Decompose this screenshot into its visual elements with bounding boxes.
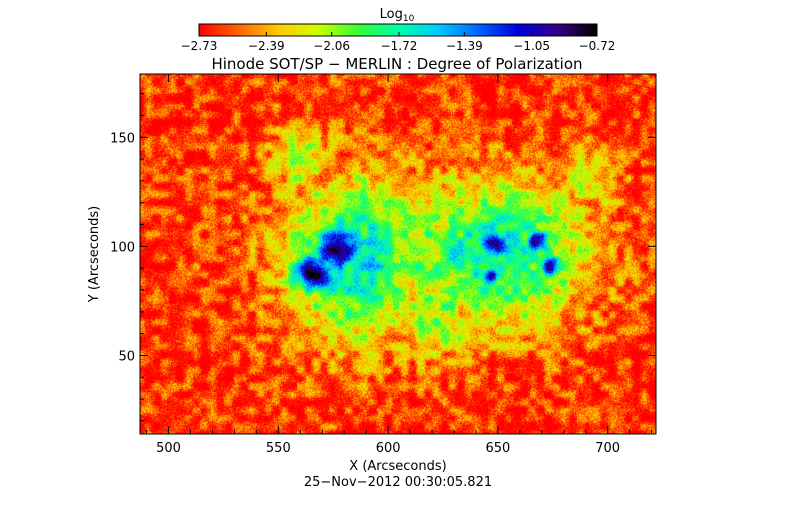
- colorbar-tick-label: −1.72: [381, 39, 418, 53]
- colorbar-ticks: −2.73 −2.39 −2.06 −1.72 −1.39 −1.05 −0.72: [181, 32, 616, 53]
- timestamp: 25−Nov−2012 00:30:05.821: [304, 475, 492, 490]
- colorbar-tick-label: −2.06: [313, 39, 350, 53]
- x-axis-ticks: 500 550 600 650 700: [146, 74, 653, 456]
- y-tick-label: 100: [110, 240, 135, 255]
- plot-area: 500 550 600 650 700 50 100 150: [110, 73, 657, 456]
- colorbar-tick-label: −1.39: [446, 39, 483, 53]
- x-tick-label: 550: [266, 441, 291, 456]
- colorbar-label: Log10: [380, 7, 415, 24]
- colorbar-tick-label: −2.73: [181, 39, 218, 53]
- colorbar-tick-label: −1.05: [513, 39, 550, 53]
- colorbar-gradient: [198, 23, 598, 37]
- y-axis-ticks: 50 100 150: [110, 93, 656, 422]
- colorbar: Log10 −2.73 −2.39 −2.06 −1.72 −1.39 −1.05 −0.7…: [181, 7, 616, 53]
- x-tick-label: 600: [376, 441, 401, 456]
- x-axis-label: X (Arcseconds): [349, 459, 446, 474]
- heatmap-canvas: [140, 74, 656, 434]
- colorbar-tick-label: −0.72: [579, 39, 616, 53]
- y-axis-label: Y (Arcseconds): [87, 206, 102, 303]
- chart-title: Hinode SOT/SP − MERLIN : Degree of Polar…: [211, 55, 582, 73]
- colorbar-label-subscript: 10: [403, 14, 415, 24]
- x-tick-label: 500: [156, 441, 181, 456]
- y-tick-label: 150: [110, 131, 135, 146]
- y-tick-label: 50: [118, 349, 135, 364]
- plot-frame: [139, 73, 657, 435]
- x-tick-label: 700: [595, 441, 620, 456]
- x-tick-label: 650: [485, 441, 510, 456]
- colorbar-label-main: Log: [380, 7, 403, 22]
- colorbar-tick-label: −2.39: [248, 39, 285, 53]
